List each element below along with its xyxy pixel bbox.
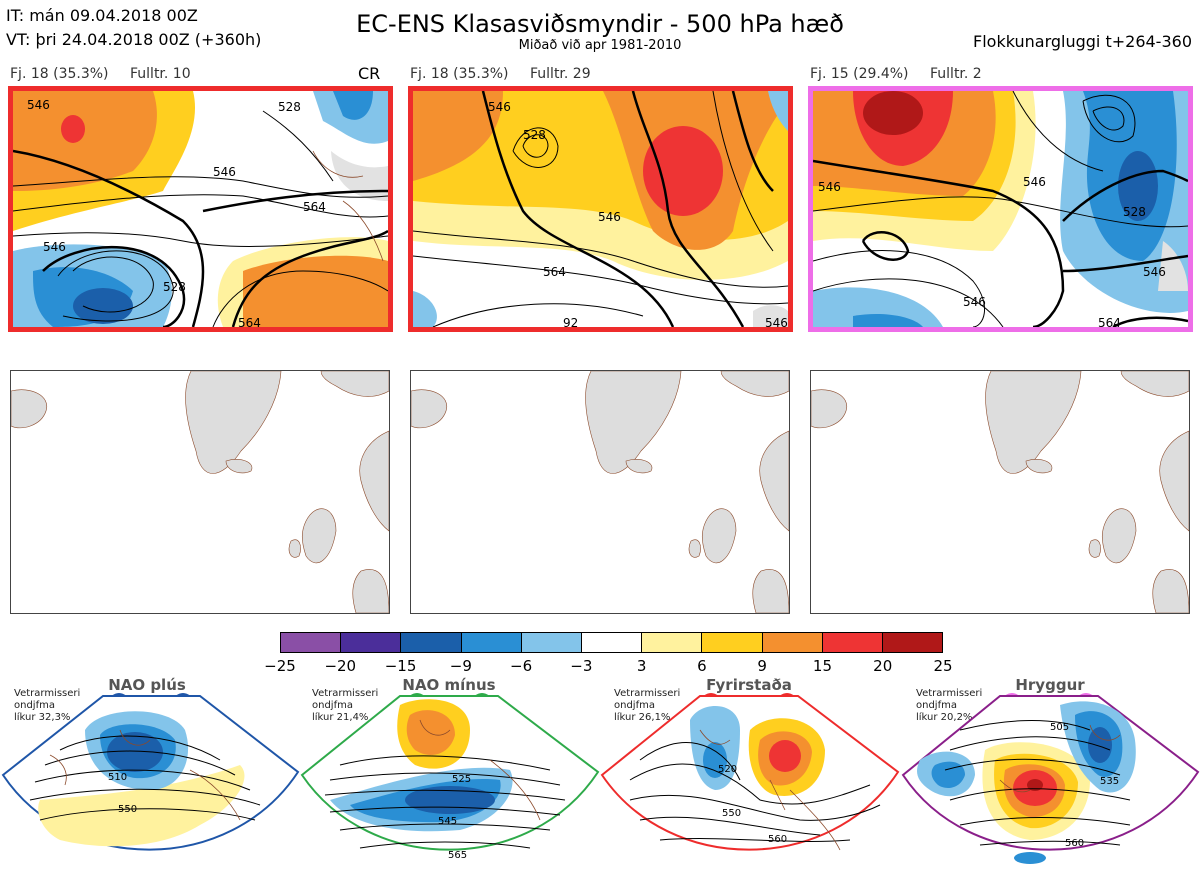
contour-label: 565	[448, 850, 467, 861]
contour-label: 546	[598, 210, 621, 224]
panel-1-representative: Fulltr. 10	[130, 66, 191, 82]
contour-label: 535	[1100, 776, 1119, 787]
colorbar-tick-label: 9	[757, 657, 767, 675]
contour-label: 528	[1123, 205, 1146, 219]
colorbar-swatch	[762, 633, 823, 652]
regime-maps: 510 550 525 545 565	[1, 695, 1200, 864]
page-subtitle: Miðað við apr 1981-2010	[518, 38, 682, 53]
colorbar-tick-label: −3	[570, 657, 593, 675]
colorbar-tick-label: −6	[510, 657, 533, 675]
contour-label: 528	[523, 128, 546, 142]
colorbar-swatch	[401, 633, 462, 652]
colorbar-swatch	[461, 633, 522, 652]
contour-label: 550	[118, 804, 137, 815]
contour-label: 546	[765, 316, 788, 327]
contour-label: 546	[818, 180, 841, 194]
contour-label: 510	[108, 772, 127, 783]
contour-label: 525	[452, 774, 471, 785]
colorbar-swatch	[281, 633, 342, 652]
colorbar-tick-label: 3	[636, 657, 647, 675]
contour-label: 546	[963, 295, 986, 309]
regime-map-blocking: 520 550 560	[600, 695, 900, 851]
initial-time: IT: mán 09.04.2018 00Z	[6, 6, 198, 25]
cluster-map-2: 528 546 546 564 546 92	[408, 86, 793, 332]
regime-map-nao-plus: 510 550	[1, 695, 300, 851]
colorbar-tick-label: −20	[324, 657, 357, 675]
colorbar-swatch	[642, 633, 703, 652]
colorbar-tick-label: 6	[697, 657, 707, 675]
regime-title-ridge: Hryggur	[1015, 676, 1085, 694]
colorbar-tick-label: 15	[812, 657, 832, 675]
base-map-2	[410, 370, 790, 614]
contour-label: 564	[238, 316, 261, 327]
contour-label: 505	[1050, 722, 1069, 733]
contour-label: 546	[1023, 175, 1046, 189]
colorbar-tick-label: −15	[384, 657, 417, 675]
panel-2-representative: Fulltr. 29	[530, 66, 591, 82]
contour-label: 546	[1143, 265, 1166, 279]
colorbar-swatch	[521, 633, 582, 652]
regime-map-ridge: 505 535 560	[901, 695, 1200, 864]
colorbar-tick-label: −9	[449, 657, 472, 675]
contour-label: 546	[27, 98, 50, 112]
regime-map-nao-minus: 525 545 565	[300, 695, 600, 861]
valid-time: VT: þri 24.04.2018 00Z (+360h)	[6, 30, 262, 49]
base-map-3	[810, 370, 1190, 614]
contour-label: 92	[563, 316, 578, 327]
classification-window: Flokkunargluggi t+264-360	[973, 32, 1192, 51]
regime-title-blocking: Fyrirstaða	[706, 676, 792, 694]
regime-info-ridge: Vetrarmisseri ondjfma líkur 20,2%	[916, 688, 983, 723]
contour-label: 528	[278, 100, 301, 114]
colorbar-swatch	[341, 633, 402, 652]
panel-1-tag: CR	[358, 64, 381, 83]
base-map-1	[10, 370, 390, 614]
panel-3-count: Fj. 15 (29.4%)	[810, 66, 909, 82]
contour-label: 564	[543, 265, 566, 279]
contour-label: 520	[718, 764, 737, 775]
colorbar-swatch	[822, 633, 883, 652]
colorbar-tick-label: 20	[873, 657, 893, 675]
contour-label: 528	[163, 280, 186, 294]
regime-title-nao-plus: NAO plús	[108, 676, 186, 694]
regime-info-nao-minus: Vetrarmisseri ondjfma líkur 21,4%	[312, 688, 379, 723]
contour-label: 545	[438, 816, 457, 827]
colorbar-swatch	[702, 633, 763, 652]
colorbar-tick-label: 25	[933, 657, 953, 675]
contour-label: 560	[1065, 838, 1084, 849]
contour-label: 564	[1098, 316, 1121, 327]
regime-info-nao-plus: Vetrarmisseri ondjfma líkur 32,3%	[14, 688, 81, 723]
regime-info-blocking: Vetrarmisseri ondjfma líkur 26,1%	[614, 688, 681, 723]
contour-label: 560	[768, 834, 787, 845]
contour-label: 546	[488, 100, 511, 114]
panel-1-count: Fj. 18 (35.3%)	[10, 66, 109, 82]
contour-label: 546	[213, 165, 236, 179]
page-title: EC-ENS Klasasviðsmyndir - 500 hPa hæð	[356, 10, 844, 38]
cluster-map-1: 546 528 546 564 528 546 564	[8, 86, 393, 332]
colorbar	[280, 632, 943, 653]
colorbar-swatch	[581, 633, 643, 652]
contour-label: 546	[43, 240, 66, 254]
contour-label: 550	[722, 808, 741, 819]
contour-label: 564	[303, 200, 326, 214]
panel-3-representative: Fulltr. 2	[930, 66, 982, 82]
regime-title-nao-minus: NAO mínus	[402, 676, 496, 694]
colorbar-tick-label: −25	[264, 657, 296, 675]
panel-2-count: Fj. 18 (35.3%)	[410, 66, 509, 82]
colorbar-swatch	[882, 633, 943, 652]
cluster-map-3: 546 546 528 546 564 546	[808, 86, 1193, 332]
